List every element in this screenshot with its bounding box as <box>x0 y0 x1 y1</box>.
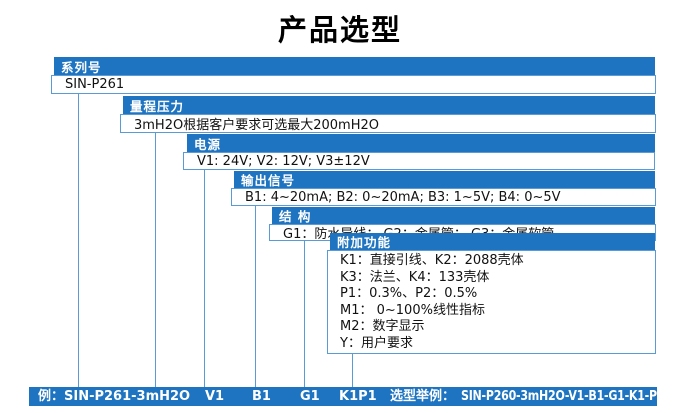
series-header-bar: 系列号 <box>54 57 655 75</box>
power-header-bar: 电源 <box>187 134 655 152</box>
addons-header-bar: 附加功能 <box>330 233 655 250</box>
addons-value-box: K1：直接引线、K2：2088壳体 K3：法兰、K4：133壳体 P1：0.3%… <box>327 250 656 354</box>
series-value: SIN-P261 <box>51 75 656 94</box>
addons-line-m2: M2：数字显示 <box>340 319 425 335</box>
example-token-output: B1 <box>252 389 271 404</box>
addons-line-k3: K3：法兰、K4：133壳体 <box>340 269 490 285</box>
connector-line-addons <box>352 354 353 387</box>
page-title: 产品选型 <box>277 13 402 47</box>
connector-line-range <box>155 133 156 387</box>
power-value: V1: 24V; V2: 12V; V3±12V <box>183 152 655 170</box>
example-token-power: V1 <box>205 389 225 404</box>
output-header-bar: 输出信号 <box>234 171 655 188</box>
example-token-structure: G1 <box>300 389 320 404</box>
connector-line-output <box>255 206 256 387</box>
range-header-bar: 量程压力 <box>123 96 655 114</box>
range-value: 3mH2O根据客户要求可选最大200mH2O <box>120 114 656 133</box>
example-label: 选型举例： <box>390 389 456 404</box>
structure-header-bar: 结 构 <box>272 207 655 224</box>
connector-line-power <box>204 170 205 387</box>
addons-line-k1: K1：直接引线、K2：2088壳体 <box>340 253 524 268</box>
example-full-code: SIN-P260-3mH2O-V1-B1-G1-K1-P1 <box>461 389 665 404</box>
connector-line-series <box>78 94 79 387</box>
example-token-addons: K1P1 <box>339 389 377 404</box>
output-value: B1: 4~20mA; B2: 0~20mA; B3: 1~5V; B4: 0~… <box>231 188 656 206</box>
connector-line-structure <box>304 241 305 387</box>
example-prefix: 例：SIN-P261-3mH2O <box>38 389 191 404</box>
addons-line-m1: M1： 0~100%线性指标 <box>340 302 485 318</box>
addons-line-y: Y：用户要求 <box>340 335 413 351</box>
example-bar: 例：SIN-P261-3mH2O V1 B1 G1 K1P1 选型举例： SIN… <box>29 387 665 406</box>
addons-line-p1: P1：0.3%、P2：0.5% <box>340 286 478 302</box>
